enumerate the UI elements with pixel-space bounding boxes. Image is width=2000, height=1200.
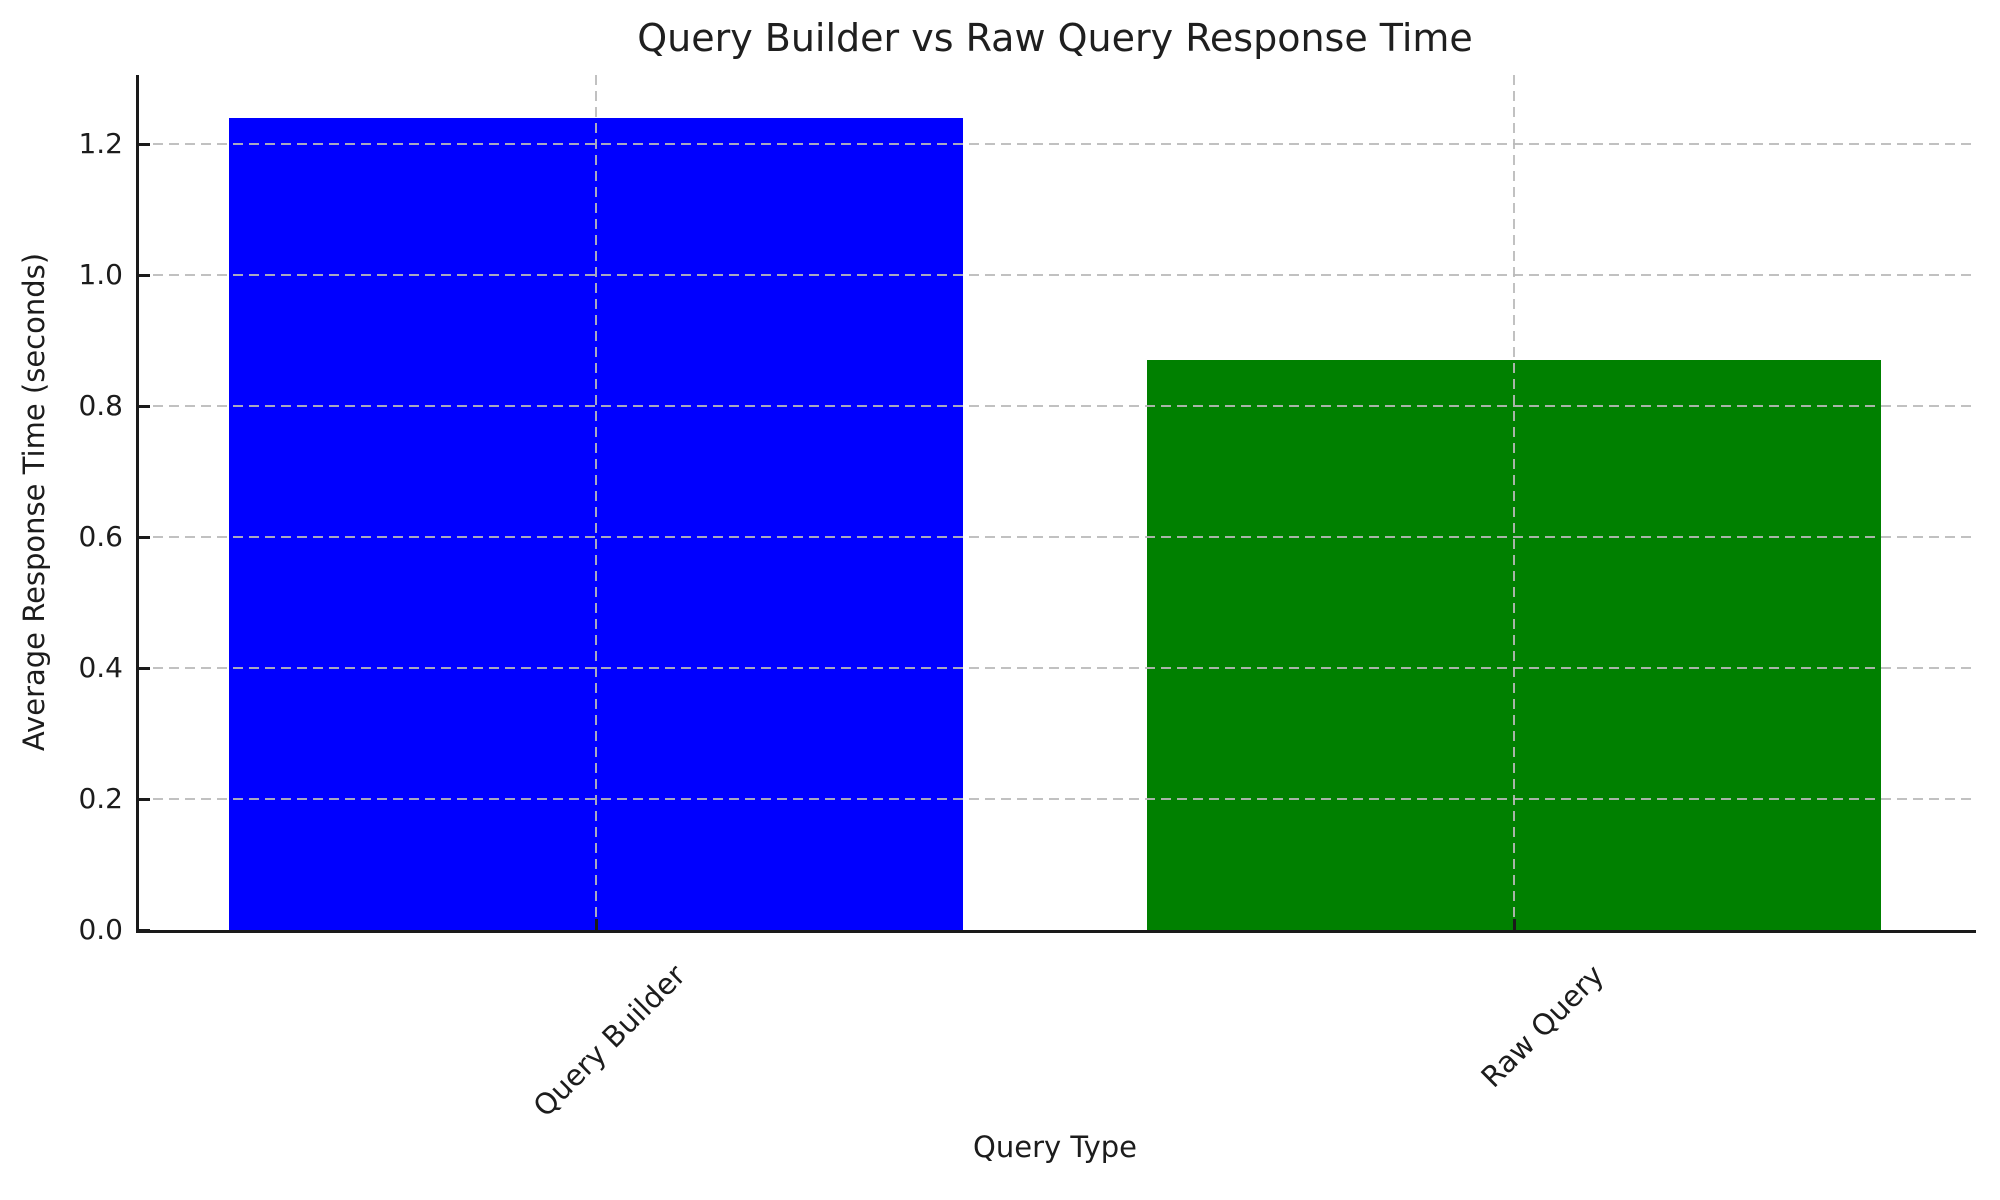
x-axis-label: Query Type	[973, 1130, 1137, 1164]
gridline-horizontal	[137, 143, 1973, 146]
gridline-vertical	[595, 75, 597, 930]
gridline-horizontal	[137, 798, 1973, 801]
gridline-horizontal	[137, 405, 1973, 408]
y-tick-mark	[139, 535, 150, 539]
gridline-horizontal	[137, 274, 1973, 277]
y-tick-mark	[139, 404, 150, 408]
x-tick-mark	[1512, 919, 1516, 930]
y-tick-label: 1.0	[78, 258, 123, 292]
chart-title: Query Builder vs Raw Query Response Time	[637, 16, 1473, 60]
y-tick-label: 1.2	[78, 127, 123, 161]
gridline-horizontal	[137, 536, 1973, 539]
x-tick-mark	[594, 919, 598, 930]
x-tick-label: Query Builder	[526, 958, 693, 1124]
y-tick-label: 0.0	[78, 913, 123, 946]
y-tick-label: 0.8	[78, 389, 123, 423]
y-tick-mark	[139, 797, 150, 801]
y-tick-mark	[139, 142, 150, 146]
y-axis-spine	[136, 75, 139, 933]
gridline-horizontal	[137, 667, 1973, 670]
y-tick-label: 0.6	[78, 520, 123, 554]
y-tick-mark	[139, 666, 150, 670]
y-tick-mark	[139, 928, 150, 932]
y-tick-label: 0.4	[78, 651, 123, 685]
y-tick-mark	[139, 273, 150, 277]
y-tick-label: 0.2	[78, 782, 123, 816]
x-axis-spine	[136, 930, 1976, 933]
gridline-vertical	[1513, 75, 1515, 930]
x-tick-label: Raw Query	[1474, 958, 1611, 1095]
